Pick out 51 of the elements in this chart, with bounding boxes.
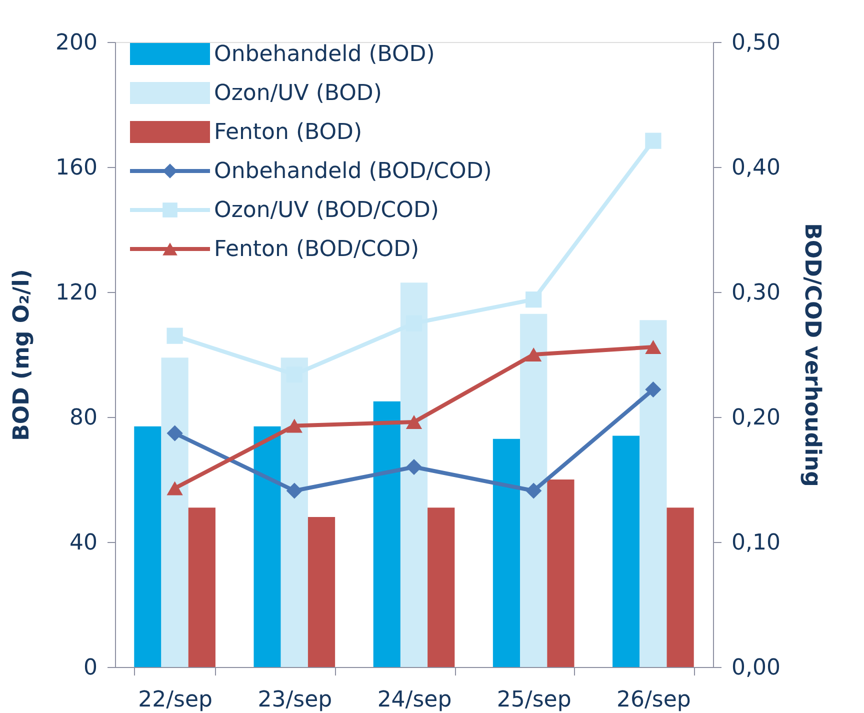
y-tick-label: 200 bbox=[56, 30, 98, 56]
point bbox=[166, 425, 183, 442]
point bbox=[166, 328, 183, 344]
point bbox=[286, 418, 302, 433]
bar bbox=[373, 401, 400, 667]
bar bbox=[254, 426, 281, 667]
point bbox=[645, 132, 662, 149]
bar bbox=[161, 358, 188, 667]
bar bbox=[520, 314, 548, 667]
legend-label: Fenton (BOD) bbox=[214, 120, 362, 145]
point bbox=[526, 482, 542, 499]
y2-tick-label: 0,50 bbox=[732, 30, 780, 56]
y-tick-label: 80 bbox=[70, 406, 98, 430]
bar bbox=[547, 480, 574, 667]
y2-tick-label: 0,10 bbox=[732, 530, 780, 556]
bar bbox=[134, 426, 162, 667]
bar bbox=[612, 436, 640, 667]
x-tick-label: 22/sep bbox=[138, 688, 212, 712]
bar bbox=[428, 508, 455, 667]
y-axis-title: BOD (mg O₂/l) bbox=[10, 269, 35, 441]
bar bbox=[640, 320, 667, 667]
y2-tick-label: 0,20 bbox=[732, 406, 780, 430]
x-tick-label: 24/sep bbox=[377, 688, 452, 712]
point bbox=[406, 415, 422, 429]
bar bbox=[188, 508, 216, 667]
bar bbox=[308, 517, 336, 667]
y-tick-label: 160 bbox=[56, 156, 98, 180]
bar bbox=[666, 508, 694, 667]
x-tick-label: 26/sep bbox=[616, 688, 691, 712]
point bbox=[526, 291, 542, 308]
point bbox=[526, 348, 542, 362]
x-tick-label: 25/sep bbox=[496, 688, 572, 712]
legend-label: Onbehandeld (BOD/COD) bbox=[214, 159, 492, 184]
point bbox=[286, 482, 302, 499]
y-tick-label: 0 bbox=[84, 656, 98, 680]
y-tick-label: 120 bbox=[56, 280, 98, 306]
point bbox=[645, 340, 662, 354]
y2-tick-label: 0,30 bbox=[732, 280, 780, 306]
y2-tick-label: 0,40 bbox=[732, 156, 780, 180]
legend-label: Onbehandeld (BOD) bbox=[214, 42, 435, 67]
legend-label: Ozon/UV (BOD/COD) bbox=[214, 198, 439, 223]
legend-label: Fenton (BOD/COD) bbox=[214, 237, 420, 262]
y-tick-label: 40 bbox=[70, 530, 98, 556]
y2-tick-label: 0,00 bbox=[732, 656, 780, 680]
y2-axis-title: BOD/COD verhouding bbox=[799, 223, 824, 487]
legend-label: Ozon/UV (BOD) bbox=[214, 81, 382, 106]
point bbox=[406, 458, 422, 476]
point bbox=[645, 381, 662, 398]
bar bbox=[492, 438, 520, 667]
x-tick-label: 23/sep bbox=[258, 688, 332, 712]
point bbox=[166, 481, 183, 496]
